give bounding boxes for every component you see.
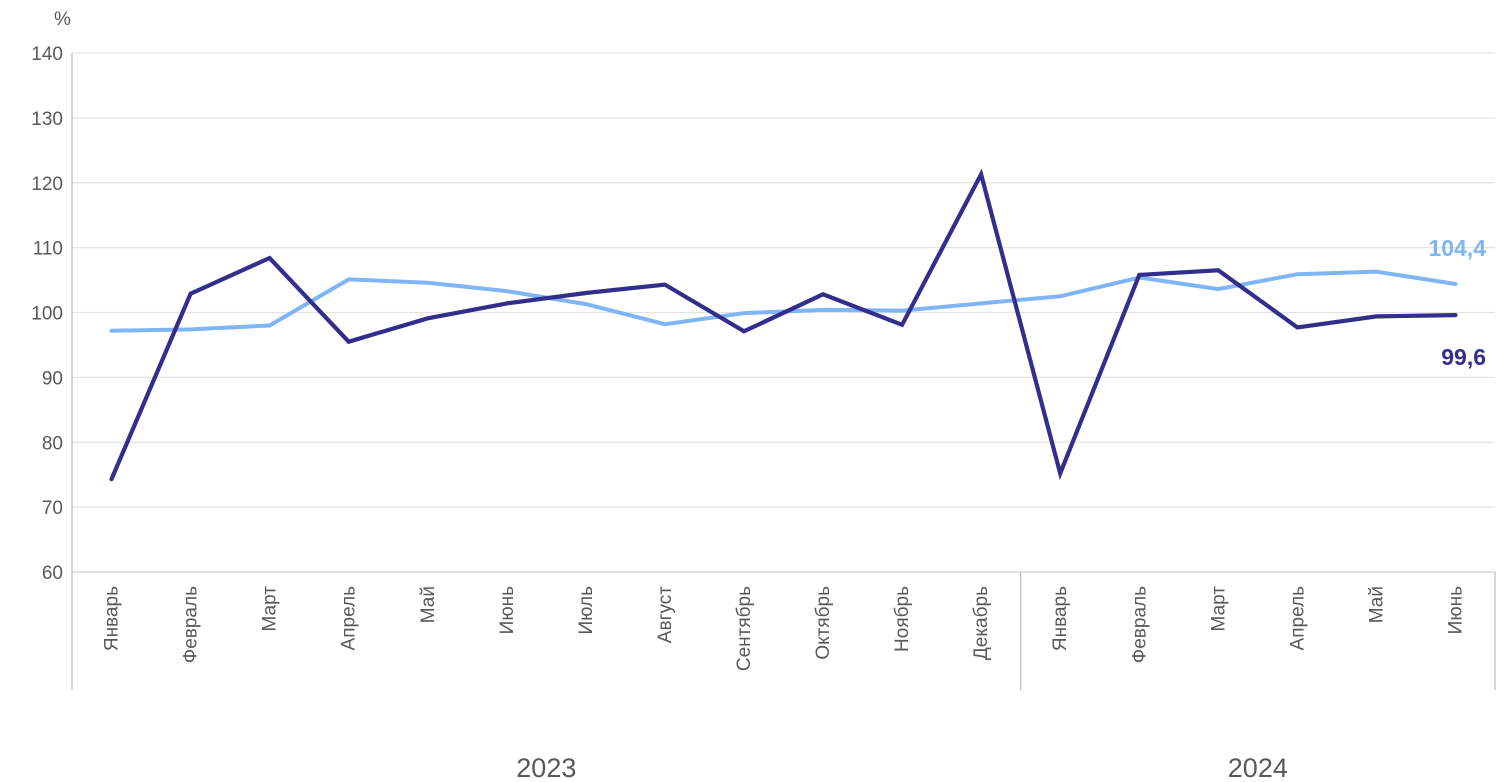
x-tick-label: Декабрь bbox=[971, 586, 992, 660]
x-tick-label: Апрель bbox=[339, 586, 360, 651]
x-tick-label: Февраль bbox=[1129, 586, 1150, 663]
x-tick-label: Ноябрь bbox=[892, 586, 913, 652]
x-tick-label: Январь bbox=[1050, 586, 1071, 651]
x-tick-label: Сентябрь bbox=[734, 586, 755, 671]
y-tick-label: 70 bbox=[42, 498, 63, 519]
x-tick-label: Июнь bbox=[497, 586, 518, 634]
gridlines bbox=[72, 52, 1495, 508]
series-end-label: 99,6 bbox=[1441, 344, 1486, 370]
y-axis-unit-label: % bbox=[54, 9, 71, 30]
series-lines bbox=[109, 168, 1458, 482]
y-axis-ticks: 60 70 80 90 100 110 120 130 140 bbox=[31, 44, 63, 584]
year-group-label: 2024 bbox=[1228, 753, 1288, 782]
y-tick-label: 80 bbox=[42, 433, 63, 454]
y-tick-label: 120 bbox=[31, 174, 63, 195]
y-tick-label: 90 bbox=[42, 368, 63, 389]
y-tick-label: 130 bbox=[31, 109, 63, 130]
y-tick-label: 110 bbox=[33, 239, 63, 260]
x-tick-label: Март bbox=[1208, 586, 1229, 632]
series-end-label: 104,4 bbox=[1428, 235, 1486, 261]
x-tick-label: Август bbox=[655, 586, 676, 643]
series-line-2 bbox=[109, 168, 1458, 482]
x-tick-label: Май bbox=[1366, 586, 1387, 623]
y-tick-label: 100 bbox=[31, 304, 63, 325]
x-tick-label: Май bbox=[418, 586, 439, 623]
x-tick-label: Июль bbox=[576, 586, 597, 635]
y-tick-label: 60 bbox=[42, 563, 63, 584]
x-tick-label: Январь bbox=[102, 586, 123, 651]
y-tick-label: 140 bbox=[31, 44, 63, 65]
series-end-labels: 104,4 99,6 bbox=[1428, 235, 1486, 370]
year-group-labels: 2023 2024 bbox=[516, 753, 1288, 782]
x-tick-label: Июнь bbox=[1445, 586, 1466, 634]
x-tick-label: Февраль bbox=[181, 586, 202, 663]
x-tick-label: Октябрь bbox=[813, 586, 834, 660]
x-axis-ticks: Январь Февраль Март Апрель Май Июнь Июль Август… bbox=[102, 586, 1467, 671]
axes bbox=[71, 53, 1496, 690]
x-tick-label: Апрель bbox=[1287, 586, 1308, 651]
x-tick-label: Март bbox=[260, 586, 281, 632]
year-group-label: 2023 bbox=[516, 753, 576, 782]
